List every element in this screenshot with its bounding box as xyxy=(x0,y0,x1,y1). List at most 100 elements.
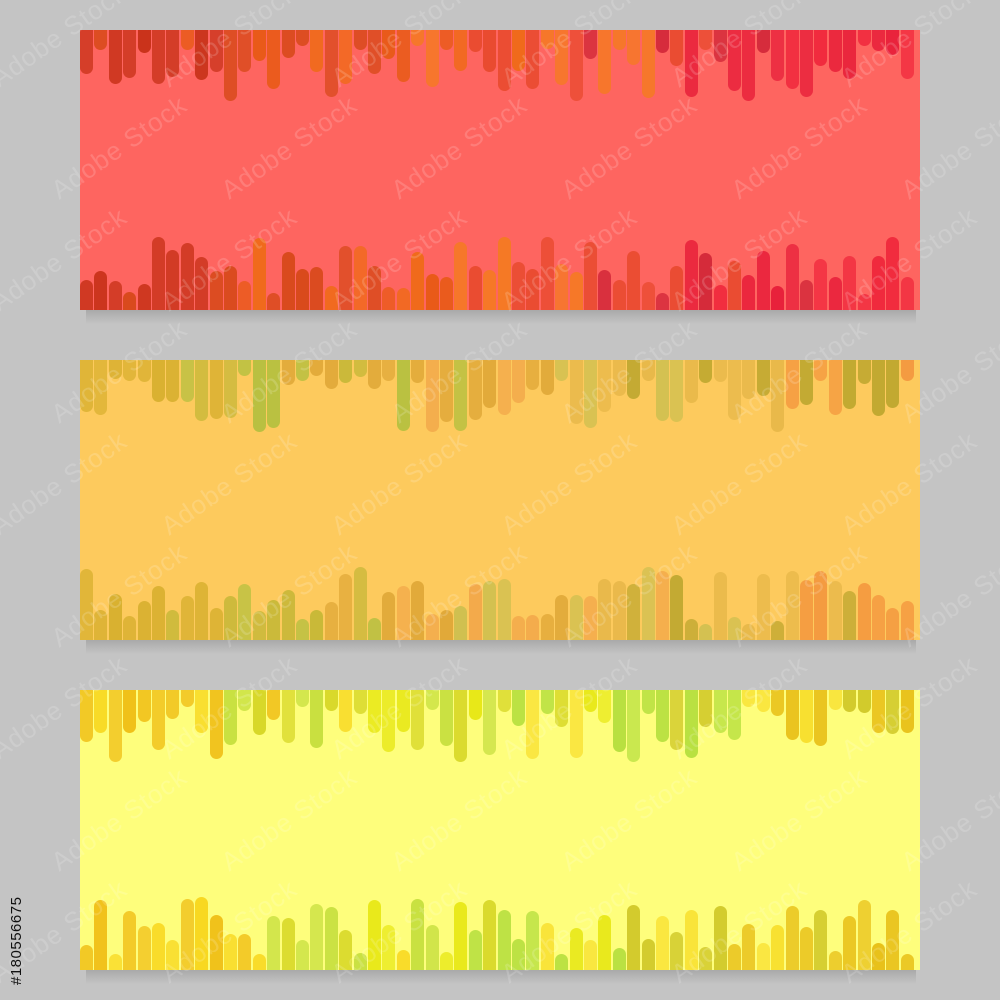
bottom-stripe-bar xyxy=(742,924,756,970)
bottom-stripe-bar xyxy=(483,581,497,640)
bottom-stripe-bar xyxy=(569,595,583,640)
bottom-stripe-bar xyxy=(296,269,309,310)
bottom-stripe-bar xyxy=(152,586,165,640)
bottom-stripe-bar xyxy=(512,262,525,310)
bottom-stripe-bar xyxy=(598,915,612,970)
bottom-stripe-bar xyxy=(771,621,785,640)
top-stripe-bar xyxy=(180,30,194,50)
top-stripe-bar xyxy=(80,360,93,412)
top-stripe-bar xyxy=(353,690,367,714)
top-stripe-bar xyxy=(843,690,857,712)
top-stripe-bar xyxy=(728,360,741,420)
top-stripe-bar xyxy=(670,360,684,422)
bottom-stripe-bar xyxy=(684,619,698,640)
top-stripe-bar xyxy=(411,30,425,46)
top-stripe-bar xyxy=(382,360,396,381)
top-stripe-bar xyxy=(137,30,151,53)
bottom-stripe-bar xyxy=(425,274,439,310)
bottom-stripe-bar xyxy=(267,916,281,970)
bottom-stripe-bar xyxy=(828,277,842,310)
bottom-stripe-bar xyxy=(512,616,525,640)
bottom-stripe-bar xyxy=(900,601,914,640)
bottom-stripe-bar xyxy=(339,930,353,970)
bottom-stripe-bar xyxy=(843,591,857,640)
top-stripe-bar xyxy=(656,690,669,742)
bottom-stripe-bar xyxy=(814,571,828,640)
bottom-stripe-bar xyxy=(598,579,612,640)
bottom-stripe-bar xyxy=(108,954,122,970)
top-stripe-bar xyxy=(512,690,525,726)
top-stripe-bar xyxy=(800,360,813,405)
bottom-stripe-bar xyxy=(382,925,396,970)
bottom-stripe-bar xyxy=(857,294,871,310)
top-stripe-bar xyxy=(396,360,410,431)
top-stripe-bar xyxy=(526,690,540,759)
top-stripe-bar xyxy=(166,30,180,77)
top-stripe-bar xyxy=(886,30,900,55)
top-stripe-bar xyxy=(94,30,108,50)
top-stripe-bar xyxy=(497,690,511,712)
bottom-stripe-bar xyxy=(353,567,367,640)
bottom-stripe-bar xyxy=(468,266,482,310)
top-stripe-bar xyxy=(670,690,684,750)
bottom-stripe-bar xyxy=(440,952,453,970)
bottom-stripe-bar xyxy=(555,264,569,310)
bottom-stripe-bar xyxy=(728,617,741,640)
bottom-stripe-bar xyxy=(713,906,727,970)
bottom-stripe-bar xyxy=(296,940,309,970)
top-stripe-bar xyxy=(670,30,684,66)
yellow-banner xyxy=(80,690,920,970)
bottom-stripe-bar xyxy=(353,953,367,970)
top-stripe-bar xyxy=(584,360,597,428)
bottom-stripe-bar xyxy=(670,266,684,310)
top-stripe-bar xyxy=(238,690,252,711)
stock-id-label: #180556675 xyxy=(8,896,25,985)
top-stripe-bar xyxy=(238,360,252,376)
top-stripe-bar xyxy=(108,30,122,84)
bottom-stripe-bar xyxy=(713,572,727,640)
top-stripe-bar xyxy=(281,30,295,58)
top-stripe-bar xyxy=(526,30,540,89)
top-stripe-bar xyxy=(598,360,612,412)
bottom-stripe-bar xyxy=(425,614,439,640)
top-stripe-bar xyxy=(598,690,612,723)
top-stripe-bar xyxy=(785,30,799,89)
red-banner xyxy=(80,30,920,310)
bottom-stripe-bar xyxy=(785,244,799,310)
bottom-stripe-bar xyxy=(800,580,813,640)
top-stripe-bar xyxy=(296,690,309,707)
top-stripe-bar xyxy=(281,360,295,385)
top-stripe-bar xyxy=(771,30,785,81)
bottom-stripe-bar xyxy=(756,574,770,640)
bottom-stripe-bar xyxy=(756,251,770,310)
top-stripe-bar xyxy=(886,690,900,734)
top-stripe-bar xyxy=(756,690,770,712)
top-stripe-bar xyxy=(382,690,396,752)
top-stripe-bar xyxy=(267,360,281,428)
bottom-stripe-bar xyxy=(180,899,194,970)
top-stripe-bar xyxy=(771,690,785,716)
top-stripe-bar xyxy=(152,360,165,402)
top-stripe-bar xyxy=(224,30,237,101)
bottom-stripe-bar xyxy=(843,916,857,970)
bottom-stripe-bar xyxy=(94,610,108,640)
bottom-stripe-bar xyxy=(396,288,410,310)
top-stripe-bar xyxy=(209,690,223,759)
top-stripe-bar xyxy=(742,690,756,707)
bottom-stripe-bar xyxy=(152,923,165,970)
bottom-stripe-bar xyxy=(281,590,295,640)
top-stripe-bar xyxy=(252,30,266,61)
bottom-stripe-bar xyxy=(324,602,338,640)
bottom-stripe-bar xyxy=(123,911,137,970)
top-stripe-bar xyxy=(785,360,799,409)
top-stripe-bar xyxy=(382,30,396,59)
top-stripe-bar xyxy=(454,360,468,431)
bottom-stripe-bar xyxy=(296,619,309,640)
bottom-stripe-bar xyxy=(800,927,813,970)
top-stripe-bar xyxy=(814,360,828,381)
bottom-stripe-bar xyxy=(728,261,741,310)
top-stripe-bar xyxy=(900,30,914,79)
top-stripe-bar xyxy=(872,360,885,416)
bottom-stripe-bar xyxy=(584,596,597,640)
top-stripe-bar xyxy=(454,690,468,762)
